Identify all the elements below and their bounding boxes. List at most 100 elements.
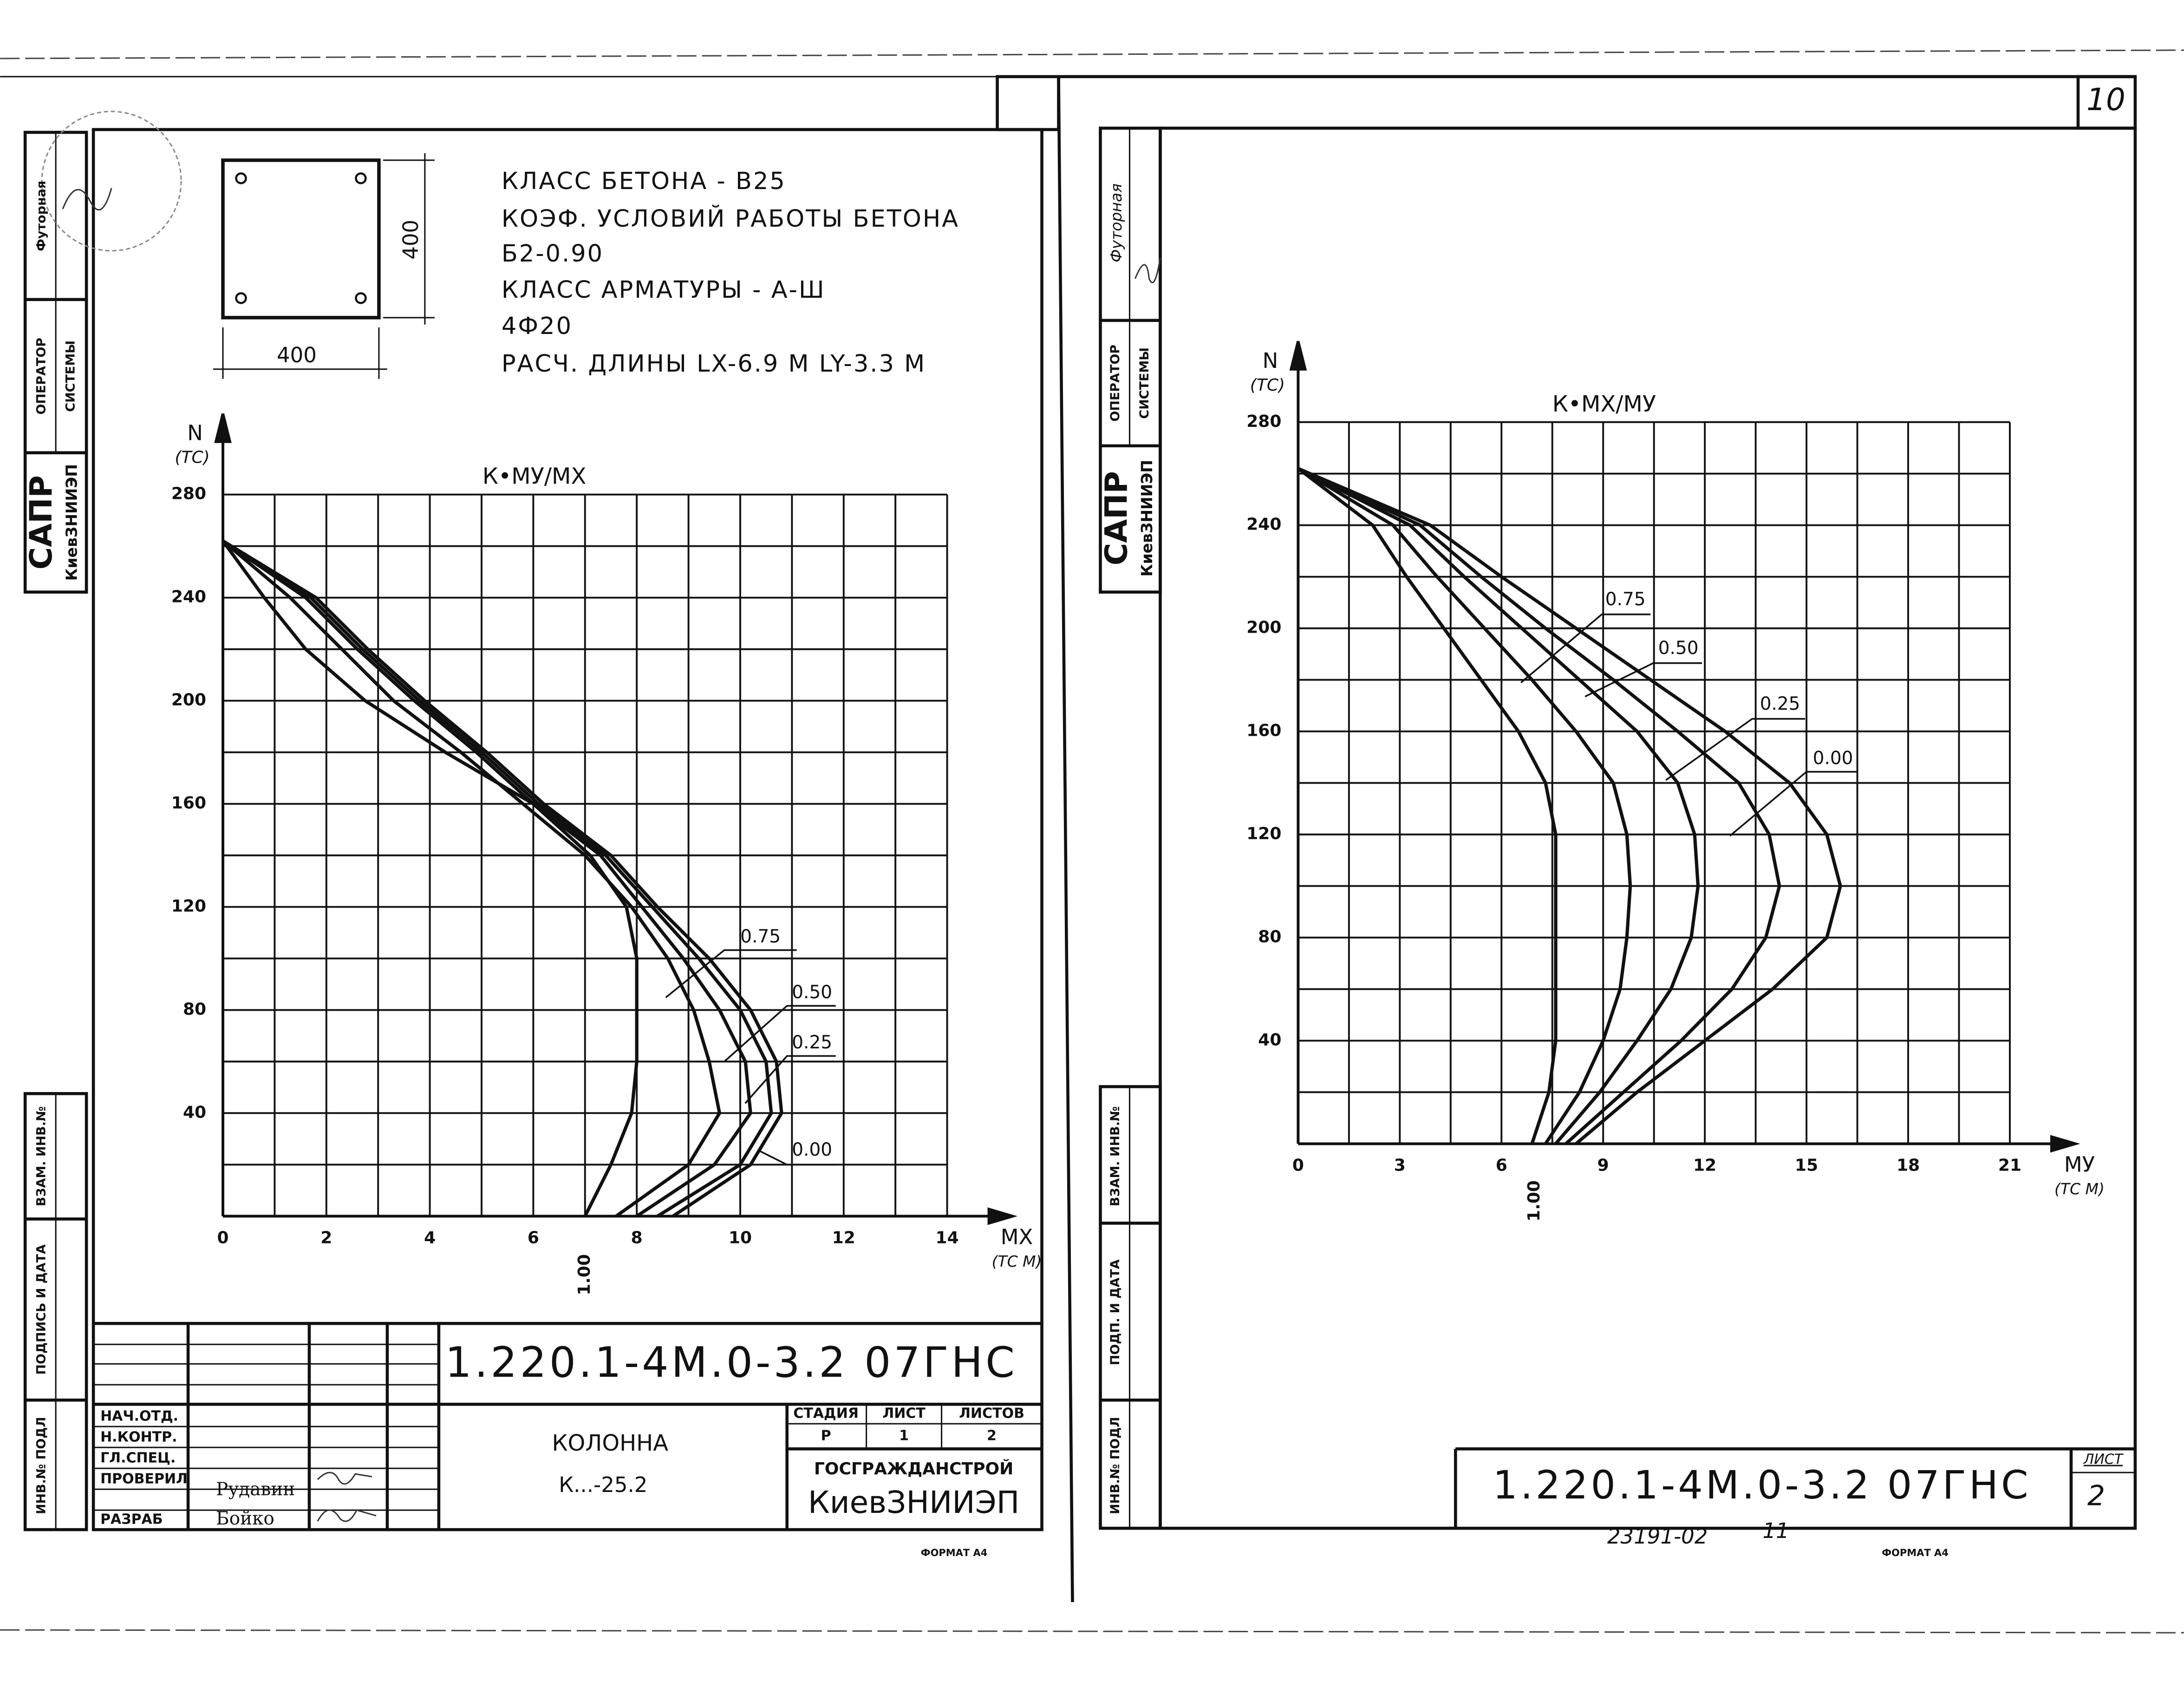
stamp-text: СИСТЕМЫ [64,340,78,412]
y-axis-label: N [187,421,203,445]
curve [222,539,783,1218]
x-tick-label: 14 [936,1228,959,1247]
sheet-number: 2 [2087,1480,2105,1512]
role: НАЧ.ОТД. [100,1408,178,1425]
page-number: 10 [2086,82,2125,118]
stamp-text: СИСТЕМЫ [1137,347,1152,419]
drawing-code: 1.220.1-4М.0-3.2 07ГНС [1493,1462,2031,1508]
x-tick-label: 21 [1998,1156,2021,1175]
x-tick-label: 0 [217,1228,228,1247]
curve [222,539,722,1218]
curve-label: 0.00 [1813,748,1853,769]
y-axis [214,413,232,1217]
curve-label: 1.00 [575,1254,594,1295]
y-axis-unit: (ТС) [175,448,209,467]
x-tick-label: 6 [1496,1156,1507,1175]
y-axis [1289,341,1307,1144]
stamp-text: ПОДП. И ДАТА [1108,1259,1122,1365]
y-tick-label: 280 [171,484,206,504]
item-mark: К...-25.2 [559,1472,647,1497]
stamp-text: ВЗАМ. ИНВ.№ [34,1106,49,1207]
stamp-text: ВЗАМ. ИНВ.№ [1108,1106,1122,1207]
left-frame [0,75,1060,1531]
y-tick-label: 200 [171,691,206,710]
page-edge [0,49,2184,59]
cross-section [213,153,435,379]
y-tick-label: 200 [1246,618,1281,637]
stamp-text: ИНВ.№ ПОДЛ [1108,1417,1122,1514]
x-axis-label: МУ [2064,1152,2095,1177]
stage-header: СТАДИЯ [793,1406,859,1422]
x-tick-label: 0 [1292,1156,1304,1175]
curve [222,539,752,1218]
x-tick-label: 12 [832,1228,855,1247]
x-tick-label: 12 [1693,1156,1716,1175]
y-axis-unit: (ТС) [1250,376,1285,395]
curve [1297,467,1558,1145]
stamp-text: ИНВ.№ ПОДЛ [34,1417,49,1514]
dimension: 400 [277,343,317,367]
curve [1297,467,1700,1145]
drawing-code: 1.220.1-4М.0-3.2 07ГНС [445,1338,1017,1387]
leader-line [758,1150,836,1166]
x-tick-label: 10 [729,1228,752,1247]
y-tick-label: 80 [1258,927,1281,946]
role: ГЛ.СПЕЦ. [100,1450,176,1466]
y-tick-label: 40 [183,1103,206,1122]
stage-value: 1 [899,1428,909,1444]
format: ФОРМАТ А4 [921,1547,988,1558]
spec-line: КЛАСС БЕТОНА - В25 [502,168,786,195]
y-tick-label: 240 [171,588,206,607]
organization: КиевЗНИИЭП [808,1485,1019,1520]
y-tick-label: 120 [1246,824,1281,844]
leader-line [744,1055,836,1104]
x-tick-label: 6 [528,1228,539,1247]
curve-label: 0.25 [1760,693,1800,714]
x-axis-label: МХ [1001,1224,1033,1249]
stage-value: Р [821,1428,831,1444]
page-edge [0,1629,2184,1634]
y-tick-label: 40 [1258,1030,1281,1049]
chart-title: К•МУ/МХ [482,464,586,490]
person-name: Бойко [216,1508,274,1529]
spec-line: 4Ф20 [502,313,573,340]
stamp-sapr: САПР [23,475,59,569]
stamp-text: ПОДПИСЬ И ДАТА [34,1244,49,1375]
x-tick-label: 15 [1795,1156,1818,1175]
archive-sheet: 11 [1762,1518,1789,1543]
x-tick-label: 2 [320,1228,332,1247]
spec-line: РАСЧ. ДЛИНЫ LX-6.9 М LY-3.3 М [502,350,926,378]
y-tick-label: 80 [183,1000,206,1019]
leader-line [1729,771,1857,837]
curve-label: 0.25 [792,1032,832,1053]
dimension: 400 [398,220,423,260]
y-tick-label: 280 [1246,412,1281,431]
sheet-header: ЛИСТ [2083,1452,2124,1468]
y-tick-label: 240 [1246,515,1281,534]
person-name: Рудавин [216,1479,295,1500]
stamp-org: КиевЗНИИЭП [63,464,81,581]
stamp-sapr: САПР [1099,471,1134,565]
spec-line: Б2-0.90 [502,240,604,268]
y-tick-label: 160 [171,794,206,813]
stamp-org: КиевЗНИИЭП [1138,460,1156,576]
curve [1297,467,1781,1145]
x-axis [1298,1135,2080,1153]
curve-label: 0.50 [1658,638,1699,659]
stage-value: 2 [987,1428,997,1444]
archive-number: 23191-02 [1607,1524,1708,1549]
curve [1297,467,1842,1145]
leader-line [1520,613,1651,683]
format: ФОРМАТ А4 [1882,1547,1949,1558]
stage-header: ЛИСТОВ [959,1406,1024,1422]
y-tick-label: 160 [1246,721,1281,740]
stage-header: ЛИСТ [882,1406,926,1422]
role: Н.КОНТР. [100,1429,177,1446]
y-tick-label: 120 [171,896,206,916]
stamp-text: ОПЕРАТОР [1108,345,1122,422]
leader-line [665,949,797,998]
curve-label: 1.00 [1525,1180,1544,1222]
stamp-text: ОПЕРАТОР [34,338,49,415]
spec-line: КЛАСС АРМАТУРЫ - А-Ш [502,276,826,304]
